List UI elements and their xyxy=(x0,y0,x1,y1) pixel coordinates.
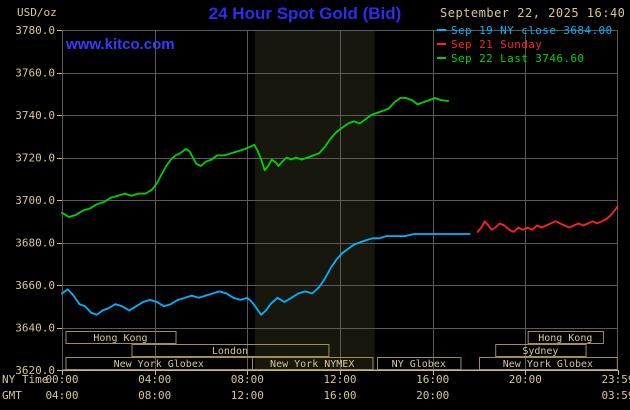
session-label: NY Globex xyxy=(392,359,446,370)
legend-item: Sep 22 Last 3746.60 xyxy=(437,51,613,65)
session-label: New York Globex xyxy=(114,359,204,370)
y-axis: 3780.0 3760.0 3740.0 3720.0 3700.0 3680.0 3660… xyxy=(15,24,62,377)
x-axis-row-label: NY Time xyxy=(2,373,48,386)
x-tick-label: 20:00 xyxy=(416,389,449,402)
series-line-sep-21-sunday xyxy=(476,205,619,233)
legend-item: Sep 21 Sunday xyxy=(437,37,613,51)
series-line-sep-19-ny-close xyxy=(61,233,471,316)
session-label: London xyxy=(212,346,248,357)
x-tick-label: 12:00 xyxy=(323,373,356,386)
legend: Sep 19 NY close 3684.00 Sep 21 Sunday Sep … xyxy=(437,23,613,65)
x-tick-label: 23:59 xyxy=(601,373,630,386)
x-tick-label: 08:00 xyxy=(231,373,264,386)
y-tick-label: 3680.0 xyxy=(15,237,55,250)
legend-item: Sep 19 NY close 3684.00 xyxy=(437,23,613,37)
legend-label: Sep 21 Sunday xyxy=(451,37,543,51)
chart-datetime: September 22, 2025 16:40 xyxy=(440,6,626,20)
chart-title: 24 Hour Spot Gold (Bid) xyxy=(208,4,402,23)
session-box xyxy=(65,331,177,344)
x-tick-label: 00:00 xyxy=(45,373,78,386)
session-box xyxy=(527,331,604,344)
legend-label: Sep 19 NY close 3684.00 xyxy=(451,23,613,37)
y-tick-label: 3640.0 xyxy=(15,322,55,335)
session-box xyxy=(377,357,462,370)
y-tick-label: 3660.0 xyxy=(15,279,55,292)
legend-label: Sep 22 Last 3746.60 xyxy=(451,51,585,65)
y-axis-units-label: USD/oz xyxy=(17,6,57,19)
x-tick-label: 04:00 xyxy=(45,389,78,402)
y-tick-label: 3780.0 xyxy=(15,24,55,37)
y-tick-label: 3700.0 xyxy=(15,194,55,207)
x-axis-row-label: GMT xyxy=(2,389,22,402)
legend-swatch-cyan xyxy=(437,29,446,31)
x-tick-label: 08:00 xyxy=(138,389,171,402)
session-label: New York NYMEX xyxy=(270,359,354,370)
x-tick-label: 16:00 xyxy=(416,373,449,386)
gridlines xyxy=(62,30,618,370)
session-box xyxy=(495,344,587,357)
series-line-sep-22-last xyxy=(61,97,450,218)
x-tick-label: 16:00 xyxy=(323,389,356,402)
x-tick-label: 03:59 xyxy=(601,389,630,402)
kitco-link[interactable]: www.kitco.com xyxy=(66,36,175,53)
y-tick-label: 3720.0 xyxy=(15,152,55,165)
session-label: Sydney xyxy=(522,346,558,357)
legend-swatch-green xyxy=(437,57,446,59)
session-box xyxy=(131,344,330,357)
session-label: Hong Kong xyxy=(93,333,147,344)
session-box xyxy=(479,357,618,370)
x-tick-label: 04:00 xyxy=(138,373,171,386)
x-tick-label: 12:00 xyxy=(231,389,264,402)
session-label: Hong Kong xyxy=(538,333,592,344)
session-label: New York Globex xyxy=(503,359,593,370)
legend-swatch-red xyxy=(437,43,446,45)
y-tick-label: 3620.0 xyxy=(15,364,55,377)
x-axis-row-gmt: GMT 04:00 08:00 12:00 16:00 20:00 03:59 xyxy=(2,389,630,402)
session-box xyxy=(251,357,374,370)
y-tick-label: 3760.0 xyxy=(15,67,55,80)
y-tick-label: 3740.0 xyxy=(15,109,55,122)
x-tick-label: 20:00 xyxy=(509,373,542,386)
